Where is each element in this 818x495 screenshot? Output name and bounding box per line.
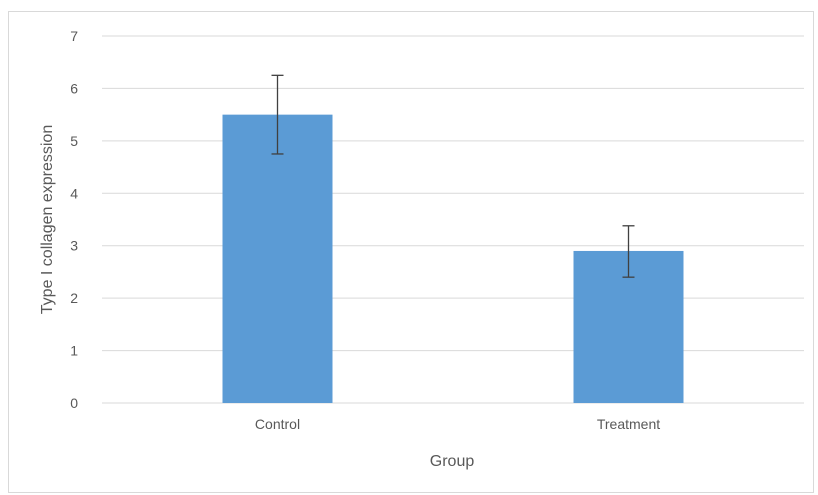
y-tick-label: 5 bbox=[70, 133, 78, 149]
error-bar-treatment bbox=[622, 225, 635, 278]
x-tick-label: Control bbox=[255, 416, 300, 432]
gridlines bbox=[102, 35, 804, 404]
y-tick-label: 4 bbox=[70, 185, 78, 201]
y-axis-title: Type I collagen expression bbox=[39, 125, 56, 314]
bars bbox=[222, 114, 684, 404]
error-bars bbox=[271, 74, 635, 278]
y-tick-label: 6 bbox=[70, 80, 78, 96]
error-bar-control bbox=[271, 74, 284, 155]
x-axis-title: Group bbox=[430, 453, 475, 470]
y-tick-labels: 0 1 2 3 4 5 6 7 bbox=[70, 28, 78, 411]
y-tick-label: 0 bbox=[70, 395, 78, 411]
x-tick-labels: Control Treatment bbox=[255, 416, 660, 432]
y-tick-label: 1 bbox=[70, 343, 78, 359]
bar-control bbox=[222, 114, 333, 404]
x-tick-label: Treatment bbox=[597, 416, 660, 432]
y-tick-label: 7 bbox=[70, 28, 78, 44]
y-tick-label: 2 bbox=[70, 290, 78, 306]
y-tick-label: 3 bbox=[70, 238, 78, 254]
